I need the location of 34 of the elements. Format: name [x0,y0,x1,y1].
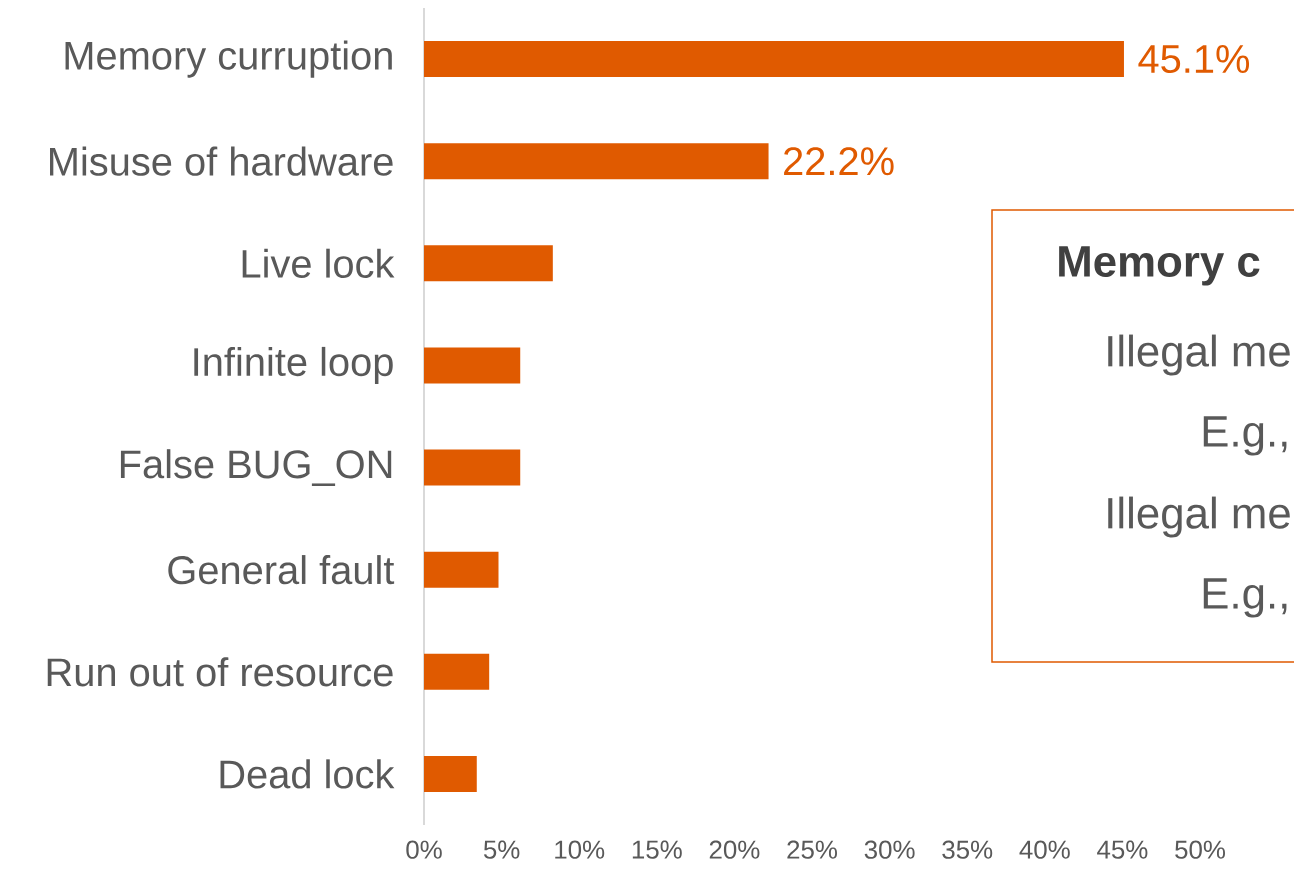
x-tick-label: 15% [632,840,682,859]
y-tick-label: Memory curruption [65,40,392,78]
x-tick-label: 25% [787,840,837,859]
data-label: 22.2% [784,147,894,176]
data-label: 45.1% [1138,45,1250,74]
bar [424,449,521,486]
x-tick-label: 30% [864,840,915,859]
x-tick-label: 40% [1019,840,1070,859]
annotation: Memory c [1059,246,1260,286]
bar [424,755,477,792]
bar [424,245,553,282]
y-tick-label: Misuse of hardware [50,146,393,176]
bar [424,551,499,588]
y-tick-label: Infinite loop [194,346,393,385]
x-tick-label: 50% [1175,840,1225,859]
annotation: Illegal me [1108,334,1290,376]
text: E.g., [1203,578,1287,618]
y-tick-label: Live lock [242,248,395,278]
x-tick-label: 5% [483,840,520,859]
x-tick-label: 45% [1097,840,1148,859]
bar [424,41,1124,78]
x-tick-label: 0% [406,840,442,859]
bar [424,653,490,690]
text: E.g., [1203,416,1287,456]
y-tick-label: Run out of resource [47,657,393,687]
x-tick-label: 35% [942,840,993,859]
bar [424,143,769,180]
y-tick-label: Dead lock [220,759,395,789]
x-tick-label: 10% [555,840,605,859]
x-tick-label: 20% [709,840,760,859]
y-tick-label: False BUG_ON [120,449,392,486]
annotation: Illegal me [1108,496,1290,538]
y-tick-label: General fault [168,555,395,585]
bar [424,347,521,384]
